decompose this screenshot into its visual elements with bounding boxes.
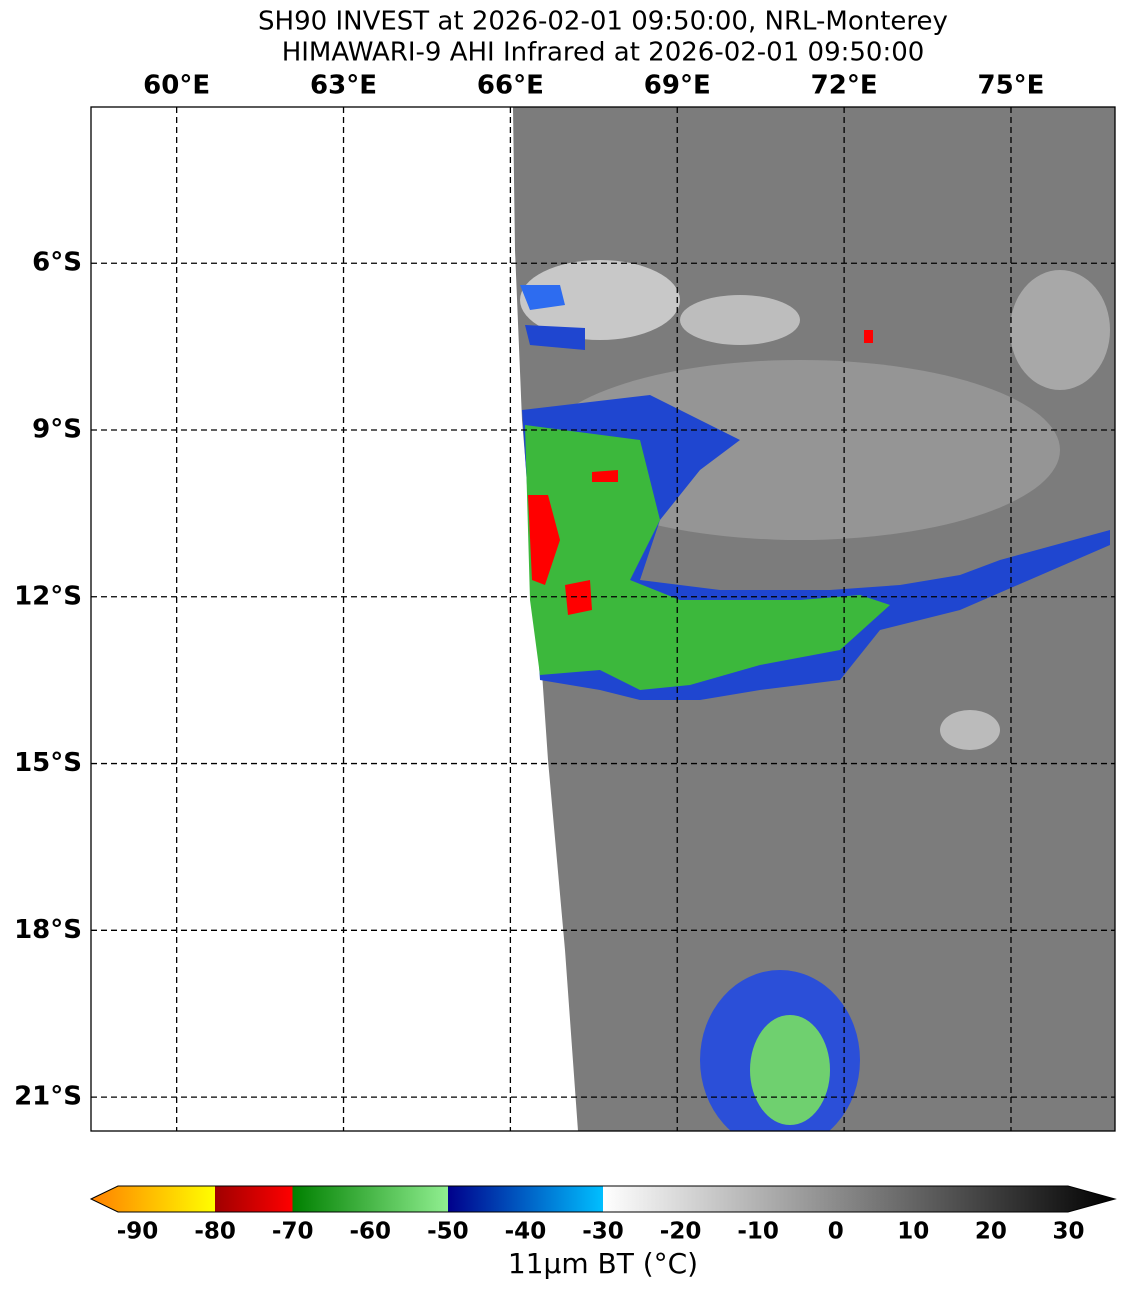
cloud [592, 470, 618, 482]
colorbar-tick-label: -70 [272, 1219, 314, 1245]
cloud [520, 285, 565, 310]
lat-label: 15°S [14, 748, 82, 778]
colorbar-tick-label: -80 [194, 1219, 236, 1245]
map-frame [90, 106, 1116, 1132]
cloud [680, 295, 800, 345]
cloud [528, 495, 560, 585]
title-line: HIMAWARI-9 AHI Infrared at 2026-02-01 09… [282, 38, 925, 68]
lat-label: 12°S [14, 581, 82, 611]
lat-label: 9°S [32, 414, 82, 444]
colorbar [89, 1185, 1117, 1213]
colorbar-tick-label: -10 [737, 1219, 779, 1245]
lat-label: 18°S [14, 915, 82, 945]
colorbar-tick-label: -90 [117, 1219, 159, 1245]
imagery [91, 107, 1115, 1131]
colorbar-tick-label: -30 [582, 1219, 624, 1245]
lon-label: 69°E [644, 71, 711, 101]
lat-label: 21°S [14, 1082, 82, 1112]
title-line: SH90 INVEST at 2026-02-01 09:50:00, NRL-… [258, 7, 948, 37]
lon-label: 63°E [310, 71, 377, 101]
colorbar-tick-label: -60 [349, 1219, 391, 1245]
colorbar-label: 11μm BT (°C) [508, 1247, 698, 1280]
cloud [520, 260, 680, 340]
cloud [525, 425, 890, 690]
colorbar-tick-label: -20 [660, 1219, 702, 1245]
colorbar-tick-label: -40 [505, 1219, 547, 1245]
cloud [525, 325, 585, 350]
graticule [91, 107, 1115, 1131]
colorbar-tick-label: -50 [427, 1219, 469, 1245]
lon-label: 75°E [978, 71, 1045, 101]
lon-label: 60°E [143, 71, 210, 101]
cloud [940, 710, 1000, 750]
lon-label: 66°E [477, 71, 544, 101]
cloud [864, 330, 873, 343]
colorbar-tick-label: 20 [975, 1219, 1007, 1245]
lat-label: 6°S [32, 248, 82, 278]
colorbar-tick-label: 30 [1052, 1219, 1084, 1245]
colorbar-tick-label: 10 [897, 1219, 929, 1245]
cloud [1010, 270, 1110, 390]
cloud [565, 580, 592, 615]
cloud [750, 1015, 830, 1125]
lon-label: 72°E [811, 71, 878, 101]
colorbar-tick-label: 0 [828, 1219, 844, 1245]
